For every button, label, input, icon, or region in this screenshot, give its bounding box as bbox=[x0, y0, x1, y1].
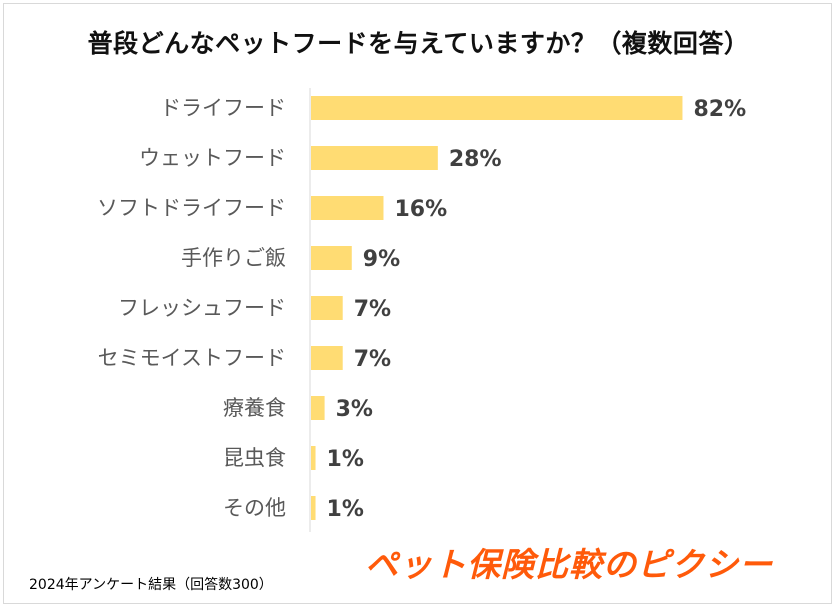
category-label-4: 手作りご飯 bbox=[181, 246, 286, 270]
value-label-3: 16% bbox=[394, 197, 447, 222]
category-label-8: 昆虫食 bbox=[223, 446, 286, 470]
bar-9 bbox=[311, 496, 316, 520]
chart-title: 普段どんなペットフードを与えていますか？（複数回答） bbox=[87, 29, 750, 58]
bar-3 bbox=[311, 196, 384, 220]
brand-logo: ペット保険比較のピクシー bbox=[365, 545, 773, 584]
value-label-7: 3% bbox=[336, 397, 373, 422]
value-label-4: 9% bbox=[363, 247, 400, 272]
category-label-5: フレッシュフード bbox=[118, 296, 286, 320]
category-label-3: ソフトドライフード bbox=[97, 196, 286, 220]
value-label-5: 7% bbox=[354, 297, 391, 322]
value-label-6: 7% bbox=[354, 347, 391, 372]
bar-5 bbox=[311, 296, 343, 320]
category-label-9: その他 bbox=[223, 496, 286, 520]
bar-2 bbox=[311, 146, 438, 170]
category-label-1: ドライフード bbox=[160, 96, 286, 120]
bar-8 bbox=[311, 446, 316, 470]
bar-7 bbox=[311, 396, 325, 420]
footnote: 2024年アンケート結果（回答数300） bbox=[29, 577, 273, 593]
value-label-9: 1% bbox=[327, 497, 364, 522]
value-label-8: 1% bbox=[327, 447, 364, 472]
category-label-7: 療養食 bbox=[223, 396, 286, 420]
bar-4 bbox=[311, 246, 352, 270]
category-label-6: セミモイストフード bbox=[98, 346, 286, 370]
value-label-2: 28% bbox=[449, 147, 502, 172]
bar-1 bbox=[311, 96, 683, 120]
bar-6 bbox=[311, 346, 343, 370]
category-label-2: ウェットフード bbox=[139, 146, 286, 170]
value-label-1: 82% bbox=[693, 97, 746, 122]
